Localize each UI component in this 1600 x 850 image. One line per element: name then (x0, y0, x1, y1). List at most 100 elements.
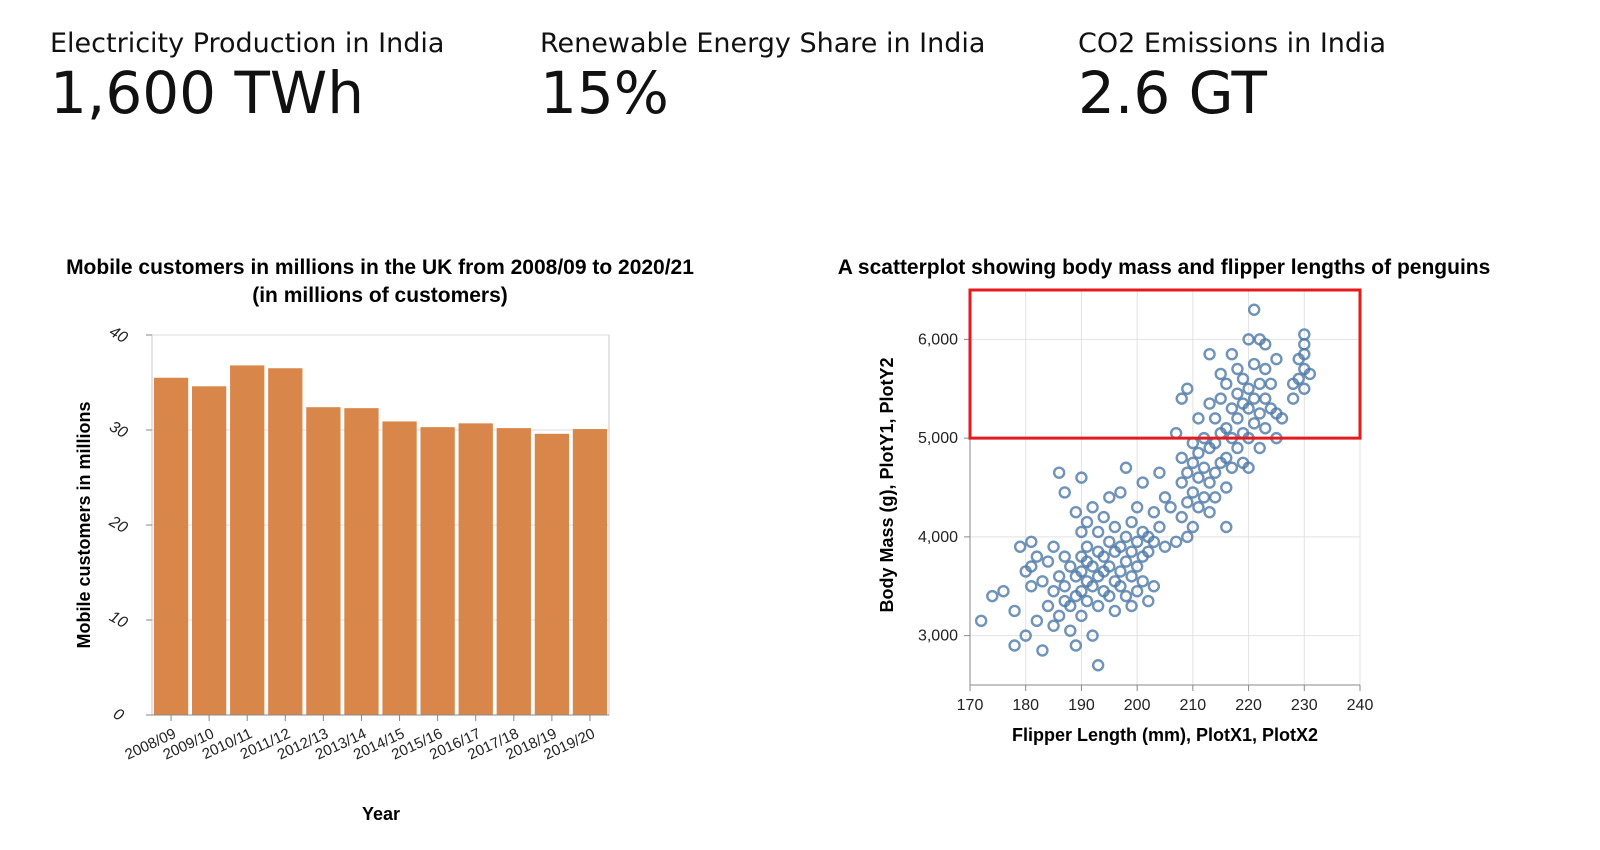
scatter-point (1175, 451, 1188, 465)
scatter-point (1203, 505, 1216, 519)
scatter-point (1192, 446, 1205, 460)
kpi-electricity: Electricity Production in India 1,600 TW… (50, 28, 444, 127)
scatter-y-tick-label: 3,000 (918, 628, 958, 645)
bar (344, 408, 379, 715)
scatter-point (1052, 609, 1066, 623)
bar-y-tick-label: 10 (106, 608, 130, 632)
scatter-point (997, 584, 1010, 598)
scatter-point (1192, 471, 1205, 484)
scatter-point (1036, 644, 1049, 657)
scatter-point (1247, 357, 1261, 371)
bar (382, 421, 417, 715)
scatter-point (1103, 560, 1116, 573)
scatter-point (1247, 417, 1261, 430)
scatter-point (1030, 614, 1044, 628)
kpi-value: 15% (540, 59, 669, 127)
scatter-point (1114, 565, 1127, 578)
scatter-point (1220, 481, 1233, 494)
scatter-chart: A scatterplot showing body mass and flip… (838, 256, 1491, 745)
bar-chart: Mobile customers in millions in the UK f… (66, 256, 694, 824)
scatter-point (1069, 639, 1083, 652)
bar-chart-ylabel: Mobile customers in millions (74, 401, 94, 648)
scatter-point (1064, 560, 1077, 573)
bar-y-tick-label: 40 (106, 323, 130, 347)
scatter-point (1220, 377, 1233, 391)
scatter-point (1119, 589, 1133, 603)
scatter-point (986, 589, 999, 603)
scatter-point (1247, 392, 1261, 405)
scatter-point (1025, 580, 1038, 593)
scatter-point (1013, 540, 1027, 553)
scatter-point (1119, 461, 1133, 474)
bar-y-tick-label: 30 (106, 418, 130, 442)
scatter-point (1125, 599, 1138, 613)
scatter-point (1242, 402, 1255, 415)
scatter-point (1203, 397, 1216, 410)
scatter-x-tick-label: 240 (1347, 697, 1374, 714)
scatter-point (1025, 535, 1038, 549)
scatter-point (1225, 402, 1239, 415)
scatter-point (1253, 377, 1266, 391)
scatter-point (1275, 412, 1289, 425)
bar (458, 423, 493, 715)
scatter-point (1292, 372, 1305, 386)
scatter-point (1086, 501, 1099, 514)
scatter-point (1130, 535, 1144, 549)
scatter-point (1103, 535, 1116, 549)
scatter-point (1225, 461, 1239, 474)
scatter-point (1208, 466, 1222, 479)
scatter-point (1064, 624, 1077, 637)
scatter-point (1147, 580, 1161, 593)
scatter-point (1097, 510, 1110, 524)
bar (306, 407, 341, 715)
scatter-point (1286, 392, 1300, 405)
scatter-point (1025, 560, 1038, 573)
bar (230, 365, 265, 715)
scatter-point (1136, 575, 1149, 588)
scatter-x-tick-label: 180 (1012, 697, 1039, 714)
scatter-point (1208, 412, 1222, 425)
scatter-point (1142, 545, 1155, 558)
scatter-point (1220, 520, 1233, 534)
scatter-point (1164, 501, 1177, 514)
scatter-point (1153, 466, 1166, 479)
kpi-value: 1,600 TWh (50, 59, 365, 127)
scatter-point (1231, 387, 1244, 400)
bar (268, 368, 303, 715)
scatter-point (1119, 530, 1133, 544)
scatter-point (1259, 362, 1272, 376)
scatter-point (1303, 367, 1317, 381)
scatter-point (1103, 589, 1116, 603)
bar (153, 377, 189, 715)
scatter-point (1041, 599, 1055, 613)
scatter-point (1075, 609, 1088, 623)
scatter-point (1225, 347, 1239, 361)
bar (420, 427, 455, 715)
scatter-point (1242, 461, 1255, 474)
scatter-point (1047, 619, 1060, 632)
scatter-point (1175, 476, 1188, 489)
scatter-point (1041, 555, 1055, 568)
scatter-point (1186, 520, 1200, 534)
scatter-point (1253, 407, 1266, 420)
scatter-y-tick-label: 5,000 (918, 430, 958, 447)
bar-chart-title: Mobile customers in millions in the UK f… (66, 256, 694, 279)
scatter-point (1097, 550, 1110, 563)
scatter-chart-title: A scatterplot showing body mass and flip… (838, 256, 1491, 279)
scatter-chart-ylabel: Body Mass (g), PlotY1, PlotY2 (877, 357, 897, 612)
scatter-point (1114, 486, 1127, 499)
scatter-point (1103, 491, 1116, 504)
scatter-point (1008, 639, 1021, 652)
scatter-point (1208, 491, 1222, 504)
scatter-point (1220, 422, 1233, 435)
scatter-point (1192, 501, 1205, 514)
scatter-point (1214, 367, 1227, 381)
bar (496, 428, 531, 715)
scatter-point (1197, 461, 1211, 474)
scatter-x-tick-label: 170 (957, 697, 984, 714)
scatter-point (1203, 347, 1216, 361)
scatter-x-tick-label: 200 (1124, 697, 1151, 714)
scatter-point (1231, 362, 1244, 376)
scatter-point (1186, 486, 1200, 499)
scatter-point (1130, 560, 1144, 573)
